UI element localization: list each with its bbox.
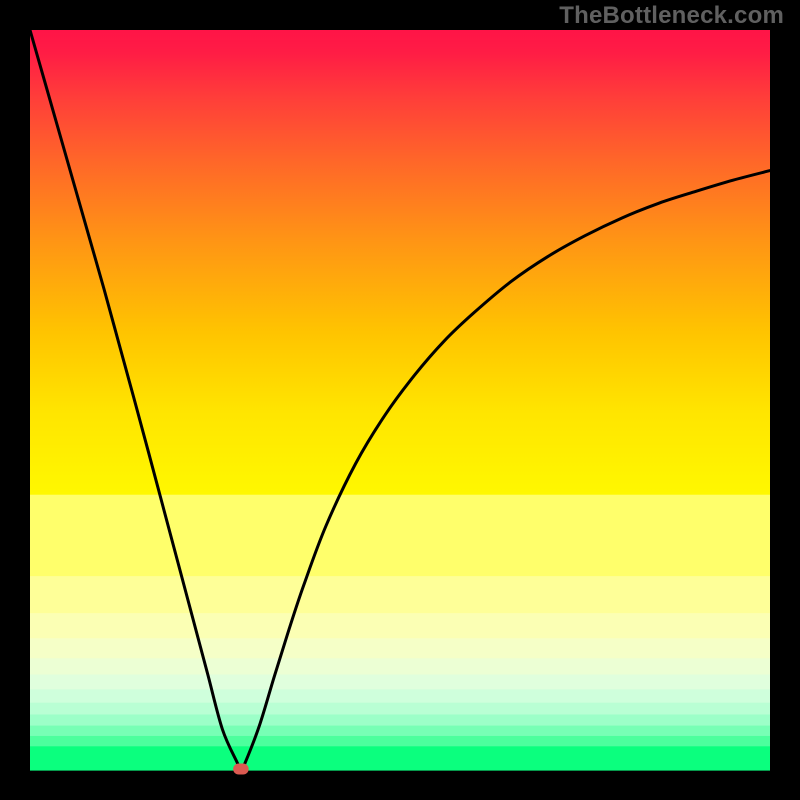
gradient-band xyxy=(30,689,770,703)
bottleneck-chart xyxy=(0,0,800,800)
bottleneck-marker xyxy=(233,763,249,774)
gradient-band xyxy=(30,715,770,727)
gradient-band xyxy=(30,675,770,690)
gradient-band xyxy=(30,638,770,659)
gradient-band xyxy=(30,726,770,737)
gradient-band xyxy=(30,703,770,715)
watermark-text: TheBottleneck.com xyxy=(559,2,784,30)
gradient-band xyxy=(30,658,770,675)
gradient-band xyxy=(30,613,770,639)
gradient-band xyxy=(30,736,770,747)
gradient-band xyxy=(30,495,770,577)
gradient-band xyxy=(30,746,770,770)
chart-frame: TheBottleneck.com xyxy=(0,0,800,800)
gradient-band xyxy=(30,576,770,614)
